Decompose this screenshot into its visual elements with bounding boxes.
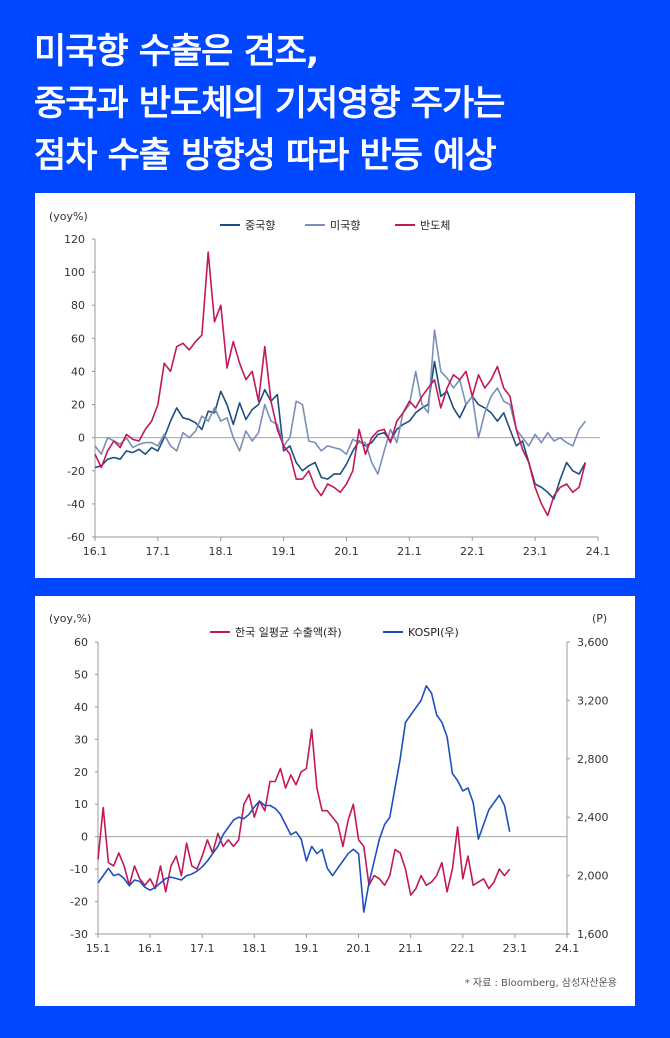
x-tick-label: 16.1 bbox=[138, 942, 163, 955]
y-tick-label: 50 bbox=[74, 668, 88, 681]
y-tick-label: 60 bbox=[71, 332, 85, 345]
y-tick-label: -40 bbox=[67, 498, 85, 511]
x-tick-label: 23.1 bbox=[503, 942, 528, 955]
x-tick-label: 24.1 bbox=[586, 545, 611, 558]
title-line-1: 미국향 수출은 견조, bbox=[34, 32, 319, 72]
kospi-chart: -30 -20 -10 0 10 20 30 40 50 60 (yoy,%) 15.1 16.1 17.… bbox=[49, 612, 617, 989]
x-tick-label: 15.1 bbox=[86, 942, 111, 955]
series-line-3 bbox=[94, 251, 587, 517]
y-tick-label: 20 bbox=[71, 399, 85, 412]
y-right-tick-label: 2,400 bbox=[577, 811, 609, 824]
y-right-tick-label: 2,800 bbox=[577, 753, 609, 766]
y-tick-label: 60 bbox=[74, 636, 88, 649]
y-right-tick-label: 3,200 bbox=[577, 694, 609, 707]
x-tick-label: 17.1 bbox=[190, 942, 215, 955]
y-tick-label: -20 bbox=[67, 465, 85, 478]
x-tick-label: 20.1 bbox=[346, 942, 371, 955]
y-tick-label: -30 bbox=[70, 928, 88, 941]
y-tick-label: 40 bbox=[71, 365, 85, 378]
x-tick-label: 23.1 bbox=[523, 545, 548, 558]
x-tick-label: 19.1 bbox=[271, 545, 296, 558]
y-tick-label: 80 bbox=[71, 299, 85, 312]
y-tick-label: 30 bbox=[74, 733, 88, 746]
legend-label-1: 중국향 bbox=[245, 219, 275, 232]
y-right-tick-label: 3,600 bbox=[577, 636, 609, 649]
chart-panel-kospi: -30 -20 -10 0 10 20 30 40 50 60 (yoy,%) 15.1 16.1 17.… bbox=[35, 596, 635, 1006]
x-tick-label: 21.1 bbox=[397, 545, 422, 558]
y-axis-label: (yoy,%) bbox=[49, 612, 91, 625]
y-tick-label: 100 bbox=[64, 266, 85, 279]
x-tick-label: 18.1 bbox=[209, 545, 234, 558]
y-tick-label: 20 bbox=[74, 766, 88, 779]
page-title: 미국향 수출은 견조, 중국과 반도체의 기저영향 주가는 점차 수출 방향성 … bbox=[34, 26, 644, 182]
series-line-2 bbox=[97, 685, 511, 913]
x-tick-label: 16.1 bbox=[83, 545, 108, 558]
y-right-tick-label: 1,600 bbox=[577, 928, 609, 941]
title-line-3: 점차 수출 방향성 따라 반등 예상 bbox=[34, 136, 497, 176]
series-line-1 bbox=[94, 360, 587, 500]
source-note: * 자료 : Bloomberg, 삼성자산운용 bbox=[465, 977, 617, 989]
legend-label-1: 한국 일평균 수출액(좌) bbox=[235, 625, 342, 639]
y-tick-label: 0 bbox=[81, 831, 88, 844]
legend-label-2: 미국향 bbox=[330, 219, 360, 232]
y-tick-label: -60 bbox=[67, 531, 85, 544]
legend-label-2: KOSPI(우) bbox=[408, 626, 459, 639]
x-tick-label: 19.1 bbox=[294, 942, 319, 955]
series-line-2 bbox=[94, 329, 587, 475]
y-tick-label: 120 bbox=[64, 233, 85, 246]
exports-chart: -60 -40 -20 0 20 40 60 80 100 120 (yoy%) 16.1 17.1 18… bbox=[49, 210, 611, 558]
x-tick-label: 24.1 bbox=[555, 942, 580, 955]
y-tick-label: -20 bbox=[70, 896, 88, 909]
y-axis-label: (yoy%) bbox=[49, 210, 88, 223]
y-axis-right-label: (P) bbox=[592, 612, 607, 625]
y-tick-label: 10 bbox=[74, 798, 88, 811]
x-tick-label: 17.1 bbox=[146, 545, 171, 558]
y-tick-label: 40 bbox=[74, 701, 88, 714]
legend-label-3: 반도체 bbox=[420, 219, 450, 232]
chart-panel-exports: -60 -40 -20 0 20 40 60 80 100 120 (yoy%) 16.1 17.1 18… bbox=[35, 193, 635, 578]
y-tick-label: -10 bbox=[70, 863, 88, 876]
title-line-2: 중국과 반도체의 기저영향 주가는 bbox=[34, 84, 505, 124]
series-line-1 bbox=[97, 728, 511, 896]
y-tick-label: 0 bbox=[78, 432, 85, 445]
y-right-tick-label: 2,000 bbox=[577, 870, 609, 883]
x-tick-label: 20.1 bbox=[334, 545, 359, 558]
x-tick-label: 22.1 bbox=[451, 942, 476, 955]
x-tick-label: 21.1 bbox=[398, 942, 423, 955]
x-tick-label: 18.1 bbox=[242, 942, 266, 955]
x-tick-label: 22.1 bbox=[460, 545, 485, 558]
